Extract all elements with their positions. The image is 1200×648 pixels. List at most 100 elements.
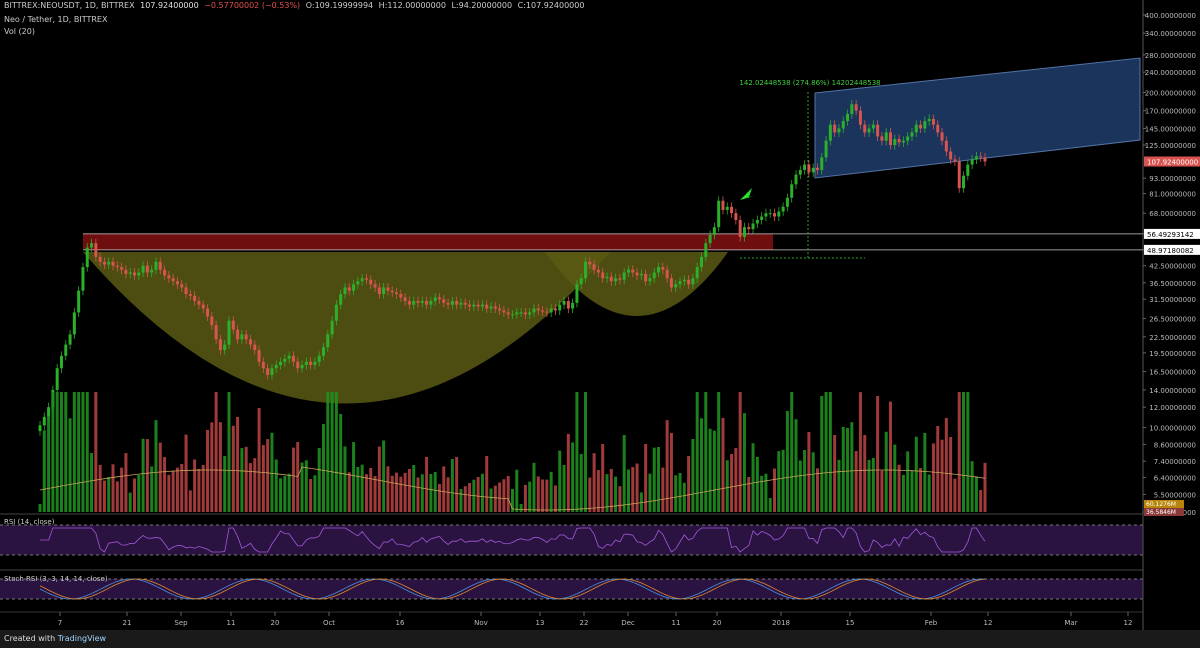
candle-body [811, 167, 815, 173]
candle-body [734, 213, 738, 220]
candle-body [403, 297, 407, 302]
volume-bar [863, 435, 867, 512]
y-tick-label: 68.00000000 [1149, 210, 1196, 218]
volume-bar [712, 430, 716, 512]
cup-bowl [83, 252, 610, 404]
candle-body [476, 304, 480, 307]
candle-body [571, 302, 575, 309]
volume-bar [695, 392, 699, 512]
volume-bar [609, 468, 613, 512]
volume-bar [532, 462, 536, 512]
candle-body [42, 416, 46, 426]
volume-bar [927, 474, 931, 512]
y-tick-label: 10.00000000 [1149, 425, 1196, 433]
candle-body [648, 278, 652, 282]
volume-bar [721, 417, 725, 512]
candle-body [863, 124, 867, 133]
volume-bar [970, 461, 974, 512]
candle-body [248, 339, 252, 345]
candle-body [429, 301, 433, 305]
candle-body [266, 368, 270, 375]
volume-badge: 36.5846M [1146, 509, 1176, 516]
measure-label: 142.02448538 (274.86%) 14202448538 [739, 79, 880, 87]
volume-bar [828, 392, 832, 512]
candle-body [85, 247, 89, 268]
volume-bar [674, 475, 678, 512]
volume-bar [253, 458, 257, 512]
candle-body [55, 368, 59, 390]
volume-bar [837, 459, 841, 512]
volume-bar [614, 476, 618, 512]
volume-bar [588, 477, 592, 512]
volume-bar [463, 486, 467, 512]
volume-bar [283, 476, 287, 512]
volume-bar [738, 392, 742, 512]
volume-bar [807, 432, 811, 512]
x-tick-label: 13 [536, 619, 545, 627]
volume-bar [803, 450, 807, 512]
candle-body [107, 261, 111, 265]
x-tick-label: 22 [580, 619, 589, 627]
candle-body [553, 308, 557, 311]
volume-bar [154, 420, 158, 512]
volume-bar [601, 444, 605, 512]
candle-body [261, 361, 265, 369]
volume-bar [657, 447, 661, 512]
volume-bar [785, 411, 789, 512]
volume-bar [231, 425, 235, 512]
candle-body [871, 124, 875, 129]
volume-bar [188, 490, 192, 512]
candle-body [717, 200, 721, 228]
candle-body [480, 304, 484, 307]
volume-bar [356, 467, 360, 512]
candle-body [102, 261, 106, 265]
volume-bar [85, 392, 89, 512]
candle-body [468, 304, 472, 307]
rsi-label: RSI (14, close) [4, 518, 55, 526]
header-line: BITTREX:NEOUSDT, 1D, BITTREX 107.9240000… [4, 1, 587, 10]
volume-bar [914, 436, 918, 512]
stoch-label: Stoch RSI (3, 3, 14, 14, close) [4, 575, 108, 583]
volume-bar [751, 443, 755, 512]
volume-bar [742, 413, 746, 512]
volume-bar [584, 392, 588, 512]
y-tick-label: 240.00000000 [1145, 69, 1196, 77]
candle-body [128, 272, 132, 274]
candle-body [81, 267, 85, 291]
candle-body [141, 265, 145, 273]
volume-bar [536, 476, 540, 512]
candle-body [124, 269, 128, 274]
volume-bar [566, 433, 570, 512]
volume-bar [412, 465, 416, 512]
candle-body [201, 304, 205, 309]
candle-body [493, 306, 497, 309]
candle-body [240, 334, 244, 340]
candle-body [72, 312, 76, 335]
volume-bar [962, 392, 966, 512]
volume-bar [223, 456, 227, 512]
volume-bar [820, 396, 824, 512]
candle-body [884, 132, 888, 141]
volume-bar [47, 416, 51, 512]
volume-bar [747, 477, 751, 512]
footer-brand[interactable]: TradingView [57, 634, 107, 643]
x-tick-label: 2018 [772, 619, 790, 627]
volume-bar [175, 467, 179, 512]
candle-body [437, 297, 441, 300]
volume-bar [549, 471, 553, 512]
candle-body [506, 312, 510, 315]
volume-bar [841, 426, 845, 512]
volume-bar [923, 432, 927, 512]
volume-bar [206, 429, 210, 512]
candle-body [175, 281, 179, 285]
candle-body [377, 287, 381, 295]
candle-body [334, 304, 338, 321]
candle-body [700, 256, 703, 268]
volume-bar [51, 392, 55, 512]
candle-body [38, 425, 42, 432]
volume-bar [300, 462, 304, 512]
header-last: 107.92400000 [140, 1, 199, 10]
candle-body [283, 358, 287, 362]
candle-body [867, 128, 871, 133]
